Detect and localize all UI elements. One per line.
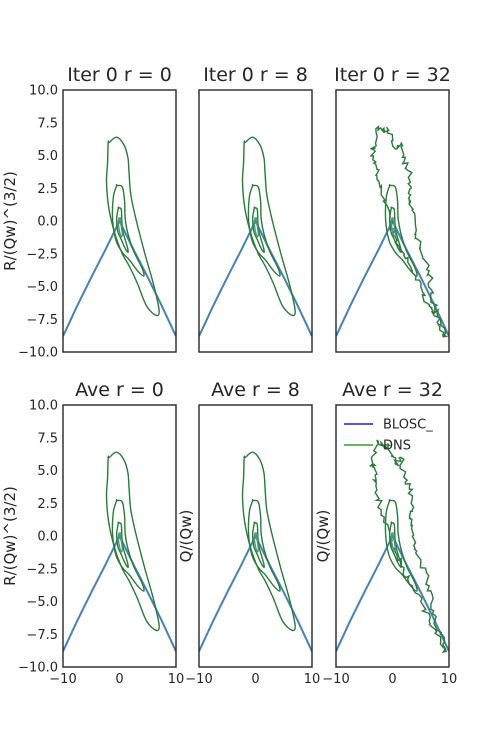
contour-level-3 xyxy=(251,206,265,254)
contour-level-1 xyxy=(241,136,296,317)
y-axis-label: Q/(Qw) xyxy=(177,510,195,563)
y-axis-label: R/(Qw)^(3/2) xyxy=(1,486,19,586)
x-tick-label: 10 xyxy=(441,672,458,687)
plot-area xyxy=(336,125,449,338)
contour-level-4 xyxy=(253,532,260,553)
axes-frame xyxy=(62,89,177,353)
contour-level-4 xyxy=(117,217,124,238)
contour-level-4 xyxy=(390,217,397,238)
contour-level-4 xyxy=(117,532,124,553)
y-tick-label: −7.5 xyxy=(26,628,58,643)
y-tick-label: 10.0 xyxy=(29,84,58,99)
contour-level-3 xyxy=(388,521,402,569)
x-tick-label: 10 xyxy=(168,672,185,687)
discriminant-curve xyxy=(63,218,176,337)
x-tick-label: 0 xyxy=(115,672,123,687)
x-tick-label: 10 xyxy=(304,672,321,687)
axes-frame xyxy=(335,89,450,353)
axes-frame xyxy=(198,89,313,353)
contour-level-4 xyxy=(253,217,260,238)
legend-label: DNS xyxy=(383,439,411,454)
plot-area xyxy=(199,451,312,652)
contour-level-2 xyxy=(384,499,418,592)
contour-level-1 xyxy=(105,136,160,317)
discriminant-curve xyxy=(199,218,312,337)
panel-6: Ave r = 32 −10 0 10 Q/(Qw) xyxy=(314,379,457,687)
discriminant-curve xyxy=(63,533,176,652)
contour-level-2 xyxy=(111,499,145,592)
axes-frame xyxy=(62,404,177,668)
discriminant-curve xyxy=(336,533,449,652)
y-tick-label: 5.0 xyxy=(37,464,58,479)
y-tick-label: −10.0 xyxy=(18,346,58,361)
x-tick-label: −10 xyxy=(49,672,76,687)
y-tick-label: 10.0 xyxy=(29,399,58,414)
legend-label: BLOSC_ xyxy=(383,418,433,433)
contour-level-3 xyxy=(115,206,129,254)
contour-level-2 xyxy=(247,499,281,592)
axes-frame xyxy=(335,404,450,668)
y-tick-label: −7.5 xyxy=(26,313,58,328)
panel-title: Iter 0 r = 0 xyxy=(67,64,172,86)
y-tick-label: 7.5 xyxy=(37,431,58,446)
plot-area xyxy=(63,451,176,652)
plot-area xyxy=(63,136,176,337)
y-tick-label: −5.0 xyxy=(26,595,58,610)
panel-title: Iter 0 r = 32 xyxy=(334,64,451,86)
legend: BLOSC_ DNS xyxy=(344,418,433,454)
x-tick-label: −10 xyxy=(185,672,212,687)
contour-level-1 xyxy=(241,451,296,632)
contour-level-1 xyxy=(105,451,160,632)
y-tick-label: −2.5 xyxy=(26,247,58,262)
y-tick-label: −10.0 xyxy=(18,661,58,676)
discriminant-curve xyxy=(199,533,312,652)
panel-5: Ave r = 8 −10 0 10 Q/(Qw) xyxy=(177,379,320,687)
y-axis-label: R/(Qw)^(3/2) xyxy=(1,171,19,271)
panel-title: Ave r = 8 xyxy=(211,379,300,401)
panel-title: Iter 0 r = 8 xyxy=(203,64,308,86)
plot-area xyxy=(199,136,312,337)
contour-level-2 xyxy=(384,184,418,277)
contour-level-1 xyxy=(369,439,448,654)
y-tick-label: 5.0 xyxy=(37,149,58,164)
panel-title: Ave r = 0 xyxy=(75,379,164,401)
panel-title: Ave r = 32 xyxy=(342,379,443,401)
y-tick-label: 0.0 xyxy=(37,530,58,545)
panel-1: Iter 0 r = 0 10.0 7.5 5.0 2.5 0.0 −2.5 −5.0 −7.5… xyxy=(1,64,177,361)
y-tick-label: 2.5 xyxy=(37,182,58,197)
panel-2: Iter 0 r = 8 xyxy=(198,64,313,353)
y-tick-label: −2.5 xyxy=(26,562,58,577)
plot-area xyxy=(336,439,449,654)
contour-level-2 xyxy=(247,184,281,277)
y-tick-label: 7.5 xyxy=(37,116,58,131)
x-tick-label: 0 xyxy=(251,672,259,687)
y-tick-label: 2.5 xyxy=(37,497,58,512)
contour-level-3 xyxy=(388,206,402,254)
panel-4: Ave r = 0 10.0 7.5 5.0 2.5 0.0 −2.5 −5.0 −7.5 −10… xyxy=(1,379,184,687)
contour-level-4 xyxy=(390,532,397,553)
y-axis-label: Q/(Qw) xyxy=(314,510,332,563)
y-tick-label: 0.0 xyxy=(37,215,58,230)
y-tick-label: −5.0 xyxy=(26,280,58,295)
contour-level-3 xyxy=(115,521,129,569)
x-tick-label: −10 xyxy=(322,672,349,687)
panel-3: Iter 0 r = 32 xyxy=(334,64,451,353)
contour-level-3 xyxy=(251,521,265,569)
x-tick-label: 0 xyxy=(388,672,396,687)
contour-level-2 xyxy=(111,184,145,277)
axes-frame xyxy=(198,404,313,668)
